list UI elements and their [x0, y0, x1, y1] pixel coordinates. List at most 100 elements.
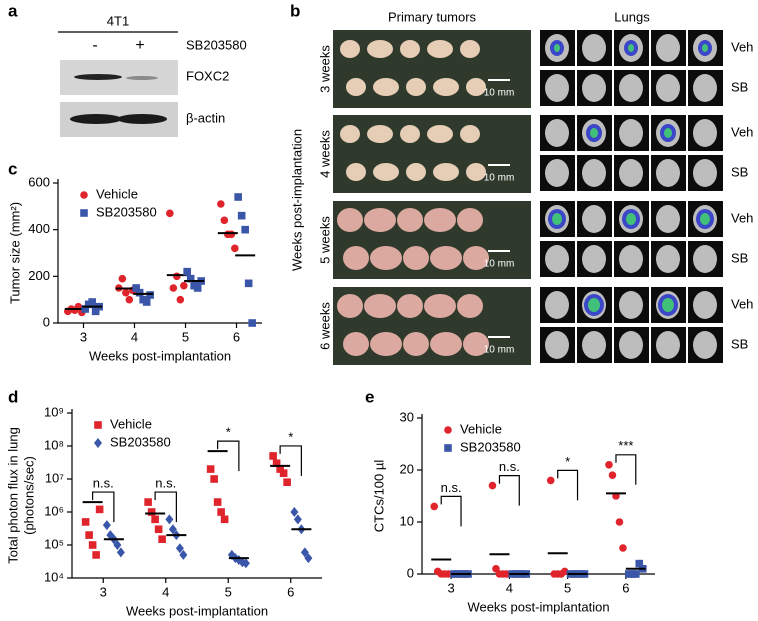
point: [304, 553, 313, 564]
y-tick-label: 600: [28, 174, 50, 189]
y-tick-label: 400: [28, 221, 50, 236]
legend-label: SB203580: [96, 204, 157, 219]
point: [95, 505, 104, 514]
point: [269, 452, 277, 460]
photos: 10 mm 10 mm 10 mm 10 mm: [333, 30, 723, 365]
point: [147, 508, 156, 516]
tumor: [427, 40, 453, 58]
legend-label: Vehicle: [110, 416, 152, 431]
signal: [554, 44, 560, 52]
point: [560, 567, 569, 576]
lung: [545, 119, 569, 147]
signal: [662, 298, 674, 312]
significance: *: [226, 425, 231, 440]
point: [237, 211, 246, 220]
point: [605, 461, 613, 469]
lung: [582, 159, 606, 187]
point: [444, 570, 453, 578]
tumor: [400, 40, 420, 58]
tumor: [343, 332, 369, 356]
significance: n.s.: [441, 480, 462, 495]
y-tick-label: 30: [400, 409, 414, 424]
tumor: [466, 78, 486, 96]
x-tick-label: 6: [622, 580, 629, 595]
treatment-name: SB203580: [186, 37, 247, 52]
significance: ***: [618, 438, 633, 453]
bracket: [498, 475, 520, 506]
tumor: [340, 40, 360, 58]
row-label: 6 weeks: [317, 302, 332, 350]
lung: [545, 245, 569, 273]
lung-label: SB: [731, 79, 748, 94]
point: [113, 540, 122, 550]
point: [206, 465, 215, 473]
point: [608, 471, 617, 480]
signal: [664, 128, 672, 138]
y-tick-label: 200: [28, 268, 50, 283]
x-tick-label: 5: [182, 329, 189, 344]
bracket: [217, 440, 240, 472]
legend-label: Vehicle: [96, 186, 138, 201]
band: [70, 114, 122, 124]
point: [290, 507, 299, 517]
signal: [552, 213, 562, 225]
panel-label: d: [8, 387, 18, 406]
tumor: [397, 294, 423, 318]
y-label: Tumor size (mm²): [7, 202, 22, 304]
signal: [702, 44, 708, 52]
x-tick-label: 6: [233, 329, 240, 344]
scale-label: 10 mm: [484, 173, 515, 184]
point: [444, 426, 452, 434]
point: [231, 244, 239, 253]
signal: [588, 298, 600, 312]
tumor: [463, 332, 489, 356]
point: [502, 570, 511, 578]
lung-label: Veh: [731, 296, 753, 311]
x-tick-label: 4: [162, 584, 169, 599]
significance: n.s.: [155, 476, 176, 491]
lung-label: Veh: [731, 124, 753, 139]
column-header: Primary tumors: [388, 9, 477, 24]
lung: [693, 119, 717, 147]
y-tick-label: 10: [400, 513, 414, 528]
x-label: Weeks post-implantation: [467, 599, 609, 614]
point: [217, 508, 225, 516]
lung: [656, 159, 680, 187]
lung: [582, 74, 606, 102]
y-label: (photons/sec): [21, 456, 36, 535]
tumor: [403, 246, 429, 270]
point: [220, 515, 229, 524]
panel-label: e: [365, 387, 374, 406]
point: [183, 267, 191, 276]
tumor: [370, 246, 402, 270]
lung: [656, 34, 680, 62]
x-label: Weeks post-implantation: [126, 603, 268, 618]
legend-label: Vehicle: [460, 421, 502, 436]
point: [180, 281, 188, 290]
x-tick-label: 6: [287, 584, 294, 599]
point: [88, 541, 97, 549]
point: [142, 298, 151, 306]
panel-label: a: [8, 1, 18, 20]
x-tick-label: 5: [225, 584, 232, 599]
tumor: [466, 163, 486, 181]
y-tick-label: 10⁴: [44, 569, 64, 584]
point: [166, 209, 174, 218]
point: [635, 559, 644, 568]
point: [272, 459, 281, 468]
lung: [656, 74, 680, 102]
x-tick-label: 5: [564, 580, 571, 595]
point: [81, 518, 90, 526]
y-tick-label: 0: [43, 314, 50, 329]
point: [154, 525, 163, 534]
treatment: -: [92, 37, 97, 54]
point: [146, 291, 154, 299]
tumor: [403, 332, 429, 356]
signal: [628, 44, 634, 52]
lung: [545, 159, 569, 187]
point: [81, 305, 89, 313]
lung: [619, 331, 643, 359]
tumor: [460, 125, 480, 143]
cell-line: 4T1: [107, 13, 129, 28]
lung: [693, 291, 717, 319]
